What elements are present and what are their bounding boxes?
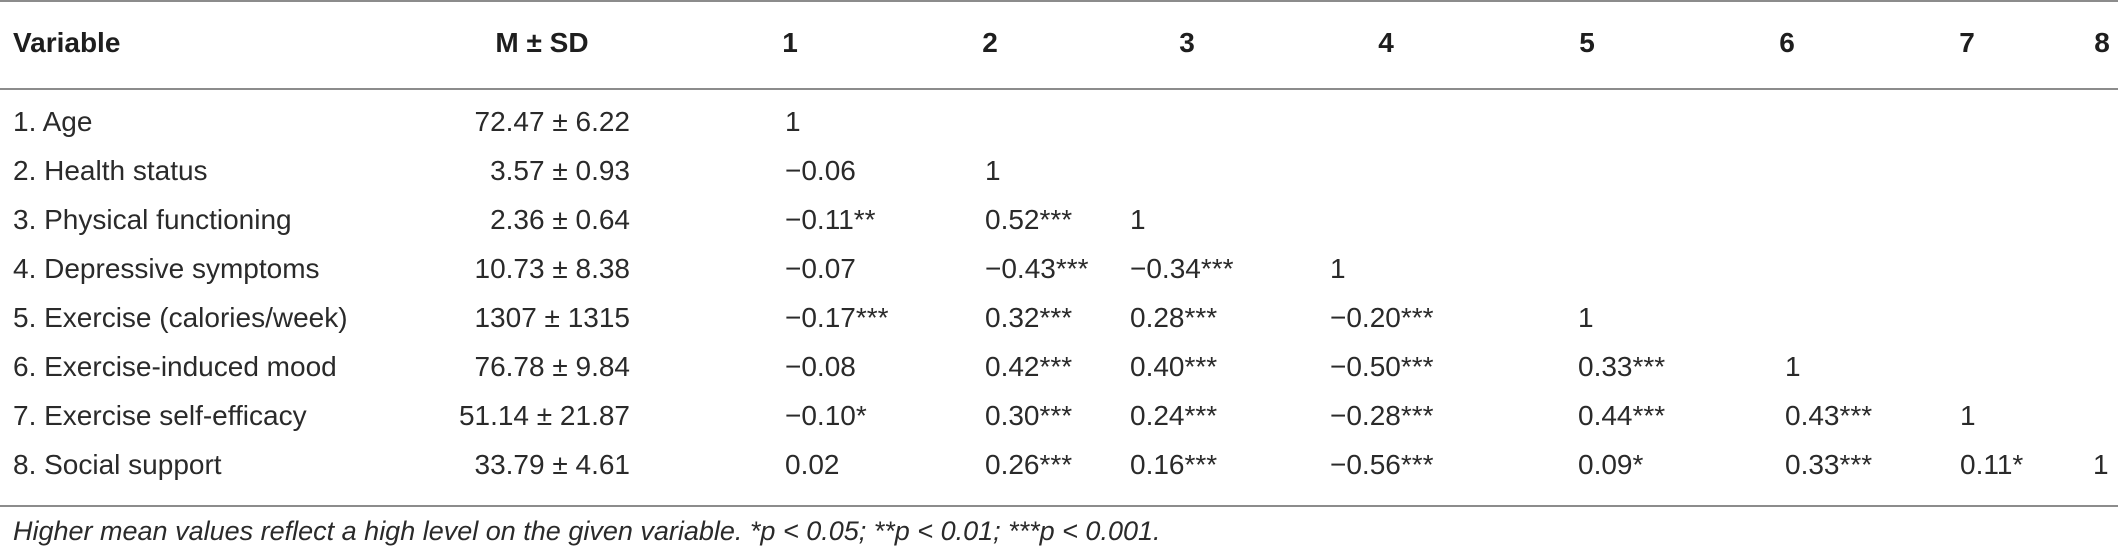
correlation-cell: 0.42*** [985,351,1073,382]
header-col-6: 5 [1579,27,1595,58]
header-col-5: 4 [1378,27,1394,58]
correlation-cell: −0.08 [785,351,856,382]
correlation-cell: −0.50*** [1330,351,1434,382]
header-col-1: M ± SD [495,27,589,58]
row-label: 7. Exercise self-efficacy [13,400,307,431]
correlation-cell: 0.02 [785,449,840,480]
header-col-9: 8 [2094,27,2110,58]
row-label: 8. Social support [13,449,222,480]
header-col-4: 3 [1179,27,1195,58]
correlation-cell: 1 [1330,253,1346,284]
correlation-cell: −0.20*** [1330,302,1434,333]
correlation-cell: 0.40*** [1130,351,1218,382]
table-footnote: Higher mean values reflect a high level … [13,516,1161,546]
correlation-cell: 1 [785,106,801,137]
correlation-cell: 0.28*** [1130,302,1218,333]
correlation-cell: −0.28*** [1330,400,1434,431]
correlation-cell: 0.33*** [1578,351,1666,382]
correlation-cell: −0.11** [785,204,876,235]
correlation-cell: 0.16*** [1130,449,1218,480]
mean-sd-cell: 2.36 ± 0.64 [490,204,630,235]
correlation-cell: −0.06 [785,155,856,186]
correlation-cell: 1 [1578,302,1594,333]
mean-sd-cell: 10.73 ± 8.38 [474,253,631,284]
mean-sd-cell: 3.57 ± 0.93 [490,155,630,186]
correlation-cell: 1 [1785,351,1801,382]
correlation-cell: −0.56*** [1330,449,1434,480]
correlation-cell: 0.30*** [985,400,1073,431]
correlation-cell: −0.43*** [985,253,1089,284]
row-label: 1. Age [13,106,93,137]
row-label: 3. Physical functioning [13,204,292,235]
correlation-cell: 0.32*** [985,302,1073,333]
table-header-rule [0,88,2118,90]
table-bottom-rule [0,505,2118,507]
mean-sd-cell: 72.47 ± 6.22 [474,106,631,137]
correlation-cell: −0.10* [785,400,867,431]
mean-sd-cell: 51.14 ± 21.87 [458,400,630,431]
header-variable: Variable [13,27,121,58]
header-col-2: 1 [782,27,798,58]
mean-sd-cell: 33.79 ± 4.61 [474,449,631,480]
row-label: 2. Health status [13,155,208,186]
correlation-cell: 0.09* [1578,449,1644,480]
correlation-cell: 0.43*** [1785,400,1873,431]
correlation-cell: 1 [2093,449,2109,480]
correlation-cell: 1 [1130,204,1146,235]
correlation-cell: −0.07 [785,253,856,284]
correlation-cell: 1 [985,155,1001,186]
correlation-cell: 1 [1960,400,1976,431]
correlation-cell: 0.33*** [1785,449,1873,480]
correlation-cell: 0.44*** [1578,400,1666,431]
correlation-cell: 0.11* [1960,449,2024,480]
table-top-rule [0,0,2118,2]
correlation-cell: 0.52*** [985,204,1073,235]
row-label: 5. Exercise (calories/week) [13,302,348,333]
header-col-3: 2 [982,27,998,58]
correlation-cell: −0.17*** [785,302,889,333]
correlation-cell: 0.26*** [985,449,1073,480]
mean-sd-cell: 1307 ± 1315 [474,302,630,333]
row-label: 6. Exercise-induced mood [13,351,337,382]
correlation-cell: 0.24*** [1130,400,1218,431]
header-col-7: 6 [1779,27,1795,58]
mean-sd-cell: 76.78 ± 9.84 [474,351,631,382]
header-col-8: 7 [1959,27,1975,58]
row-label: 4. Depressive symptoms [13,253,320,284]
correlation-cell: −0.34*** [1130,253,1234,284]
